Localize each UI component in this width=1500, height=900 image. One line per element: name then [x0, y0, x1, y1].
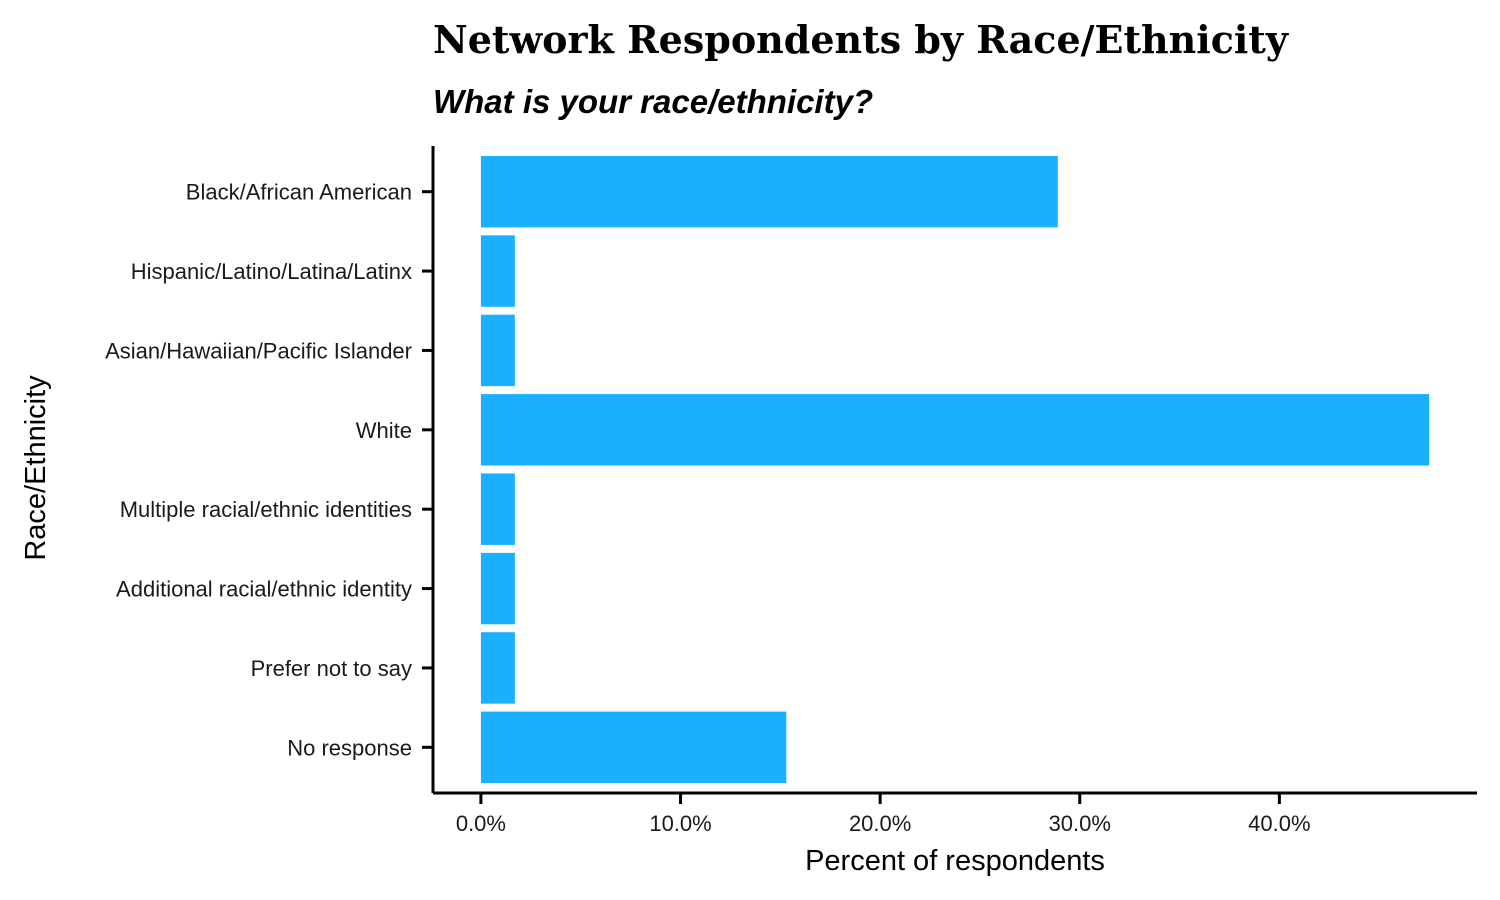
x-axis-title: Percent of respondents	[805, 845, 1105, 877]
y-tick-label: Prefer not to say	[251, 656, 412, 681]
bar	[480, 235, 515, 307]
x-tick-label: 40.0%	[1248, 811, 1310, 836]
y-axis-ticks: Black/African American Hispanic/Latino/La…	[105, 180, 433, 760]
x-tick-label: 10.0%	[649, 811, 711, 836]
bar	[480, 473, 515, 545]
bar	[480, 711, 787, 784]
bars-group	[480, 155, 1430, 784]
bar	[480, 394, 1430, 466]
y-axis-title: Race/Ethnicity	[20, 375, 52, 561]
x-tick-label: 30.0%	[1049, 811, 1111, 836]
x-tick-label: 0.0%	[456, 811, 506, 836]
y-tick-label: Additional racial/ethnic identity	[116, 577, 412, 602]
y-tick-label: Asian/Hawaiian/Pacific Islander	[105, 338, 412, 363]
chart-title: Network Respondents by Race/Ethnicity	[433, 17, 1289, 62]
y-tick-label: Hispanic/Latino/Latina/Latinx	[131, 259, 412, 284]
y-tick-label: Multiple racial/ethnic identities	[120, 497, 412, 522]
bar	[480, 552, 515, 625]
bar	[480, 632, 515, 704]
y-tick-label: White	[356, 418, 412, 443]
y-tick-label: Black/African American	[186, 180, 412, 205]
x-tick-label: 20.0%	[849, 811, 911, 836]
bar	[480, 155, 1058, 228]
chart-subtitle: What is your race/ethnicity?	[433, 83, 873, 120]
y-tick-label: No response	[287, 735, 412, 760]
bar	[480, 314, 515, 387]
x-axis-ticks: 0.0% 10.0% 20.0% 30.0% 40.0%	[456, 793, 1311, 836]
